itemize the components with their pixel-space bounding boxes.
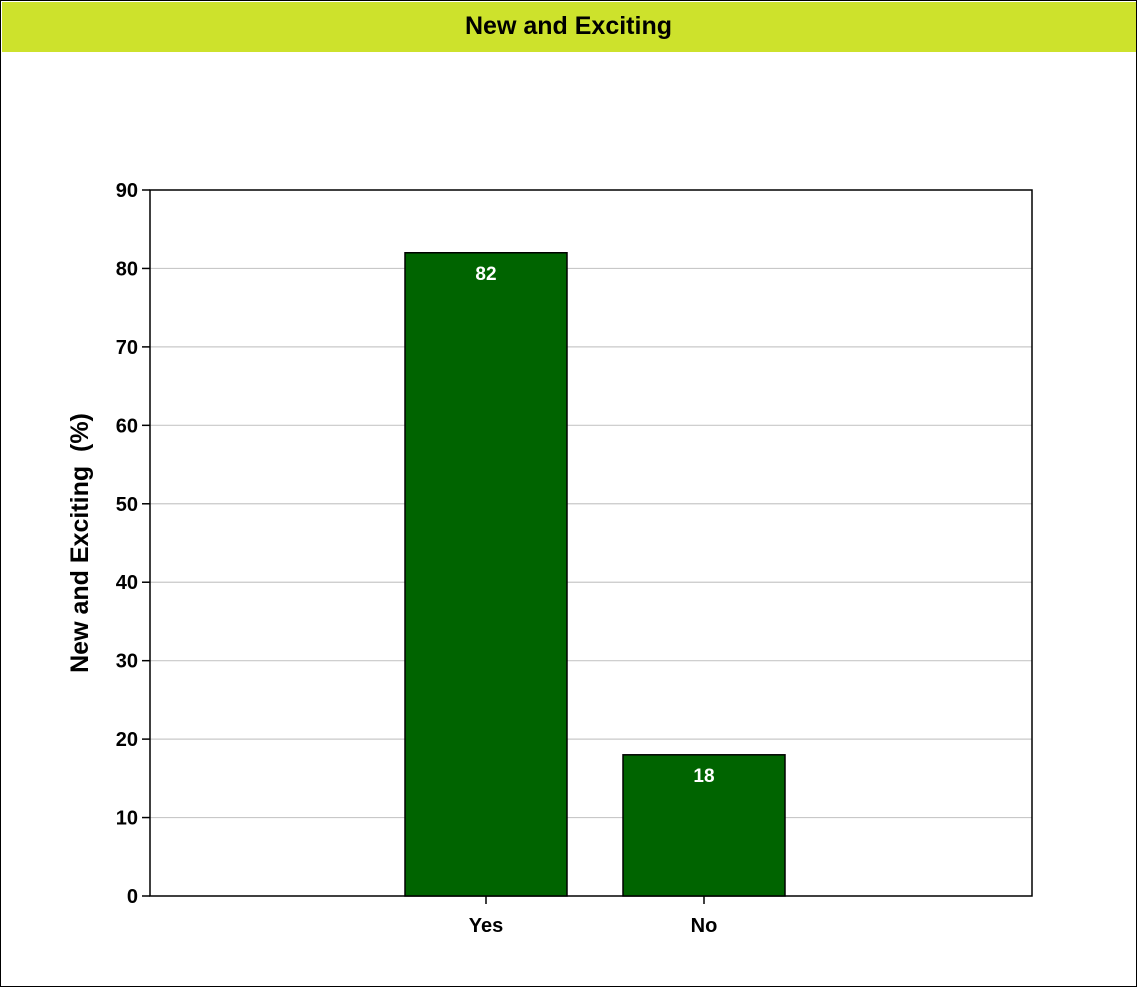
x-tick-label: Yes — [469, 915, 503, 937]
y-tick-label: 10 — [116, 808, 138, 830]
y-tick-label: 80 — [116, 258, 138, 280]
y-tick-label: 20 — [116, 729, 138, 751]
plot-border — [149, 189, 1033, 897]
y-tick-label: 0 — [127, 886, 138, 908]
x-tick-label: No — [691, 915, 718, 937]
y-tick-label: 90 — [116, 180, 138, 202]
bar-value-label: 18 — [693, 766, 714, 787]
y-axis-label: New and Exciting (%) — [66, 413, 94, 673]
y-tick-label: 60 — [116, 415, 138, 437]
chart-title: New and Exciting — [1, 1, 1136, 52]
y-tick-label: 70 — [116, 337, 138, 359]
y-tick-label: 50 — [116, 494, 138, 516]
bar-value-label: 82 — [475, 264, 496, 285]
bar-yes — [404, 252, 568, 897]
y-tick-label: 40 — [116, 572, 138, 594]
y-tick-label: 30 — [116, 651, 138, 673]
